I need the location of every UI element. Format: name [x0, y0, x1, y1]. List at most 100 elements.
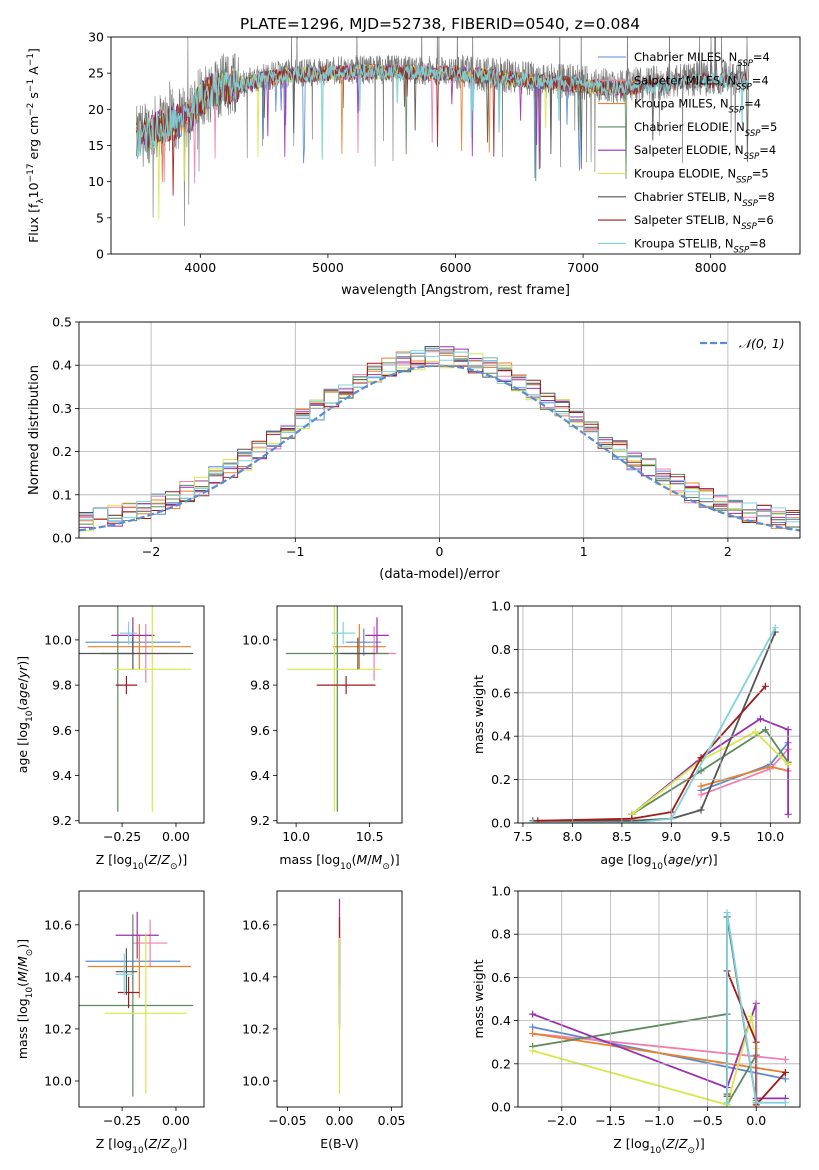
- axes-frame: [78, 890, 205, 1108]
- legend-entry-4: Chabrier ELODIE, NSSP=5: [634, 120, 777, 139]
- plot-area: [529, 624, 792, 823]
- label-part: (: [352, 852, 357, 867]
- label-part: −2: [26, 103, 36, 116]
- y-tick-label: 0.6: [491, 970, 511, 985]
- label-part: )]: [708, 852, 718, 867]
- y-tick-label: 0.5: [52, 315, 72, 330]
- legend-entry-1: Chabrier MILES, NSSP=4: [634, 50, 770, 69]
- legend-entry-2: Salpeter MILES, NSSP=4: [634, 73, 769, 92]
- x-tick-label: 0.05: [378, 1113, 406, 1128]
- axes-frame: [276, 605, 403, 824]
- gridlines: [518, 605, 800, 824]
- axes-frame: [110, 36, 801, 255]
- legend-entry-5: Salpeter ELODIE, NSSP=4: [634, 143, 776, 162]
- y-tick-label: 0.4: [52, 358, 72, 373]
- x-tick-label: −1: [286, 544, 304, 559]
- gridlines: [79, 321, 800, 539]
- y-tick-label: 0: [96, 247, 104, 262]
- weight-series-9: [723, 909, 789, 1107]
- plot-area: [285, 606, 397, 812]
- legend-label: Chabrier ELODIE, N: [634, 120, 745, 134]
- weight-marker: [747, 1012, 755, 1020]
- y-tick-label: 5: [96, 210, 104, 225]
- weight-marker: [697, 782, 705, 790]
- legend-label: Salpeter ELODIE, N: [634, 143, 744, 157]
- panel-weight-vs-age: 7.5 8.0 8.5 9.0 9.5 10.0 0.0 0.2 0.4 0.6 0.8 1.0 age…: [471, 599, 801, 872]
- y-tick-label: 10.0: [242, 632, 270, 647]
- label-part: −1: [26, 53, 36, 66]
- x-axis-label: (data-model)/error: [379, 567, 500, 582]
- x-tick-label: 4000: [184, 260, 216, 275]
- label-part: log: [631, 1136, 650, 1151]
- label-part: log: [321, 852, 340, 867]
- x-axis-label: wavelength [Angstrom, rest frame]: [341, 283, 570, 298]
- label-part: /: [157, 852, 162, 867]
- gridlines: [518, 890, 800, 1108]
- errorbar-point-8: [316, 676, 376, 695]
- label-part: log: [113, 852, 132, 867]
- weight-marker: [529, 1023, 537, 1031]
- x-axis-label: age [log10(age/yr)]: [600, 852, 717, 872]
- errorbar-point-7: [79, 637, 194, 670]
- weight-marker: [761, 726, 769, 734]
- label-part: ⊙: [170, 1146, 178, 1156]
- x-axis-label: Z [log10(Z/Z⊙)]: [96, 852, 188, 872]
- ticks: 4000 5000 6000 7000 8000 0 5 10 15 20 25 30: [88, 30, 727, 276]
- label-part: log: [113, 1136, 132, 1151]
- y-tick-label: 10.4: [242, 969, 270, 984]
- label-part: 10: [650, 1146, 662, 1156]
- y-tick-label: 9.8: [250, 678, 270, 693]
- x-tick-label: 6000: [440, 260, 472, 275]
- plot-area: [135, 37, 750, 227]
- x-tick-label: 1: [580, 544, 588, 559]
- y-tick-label: 0.0: [52, 531, 72, 546]
- label-part: )]: [15, 656, 30, 666]
- legend-entry-8: Salpeter STELIB, NSSP=6: [634, 213, 774, 232]
- legend-sub: SSP: [729, 106, 745, 116]
- weight-marker: [697, 767, 705, 775]
- weight-marker: [761, 682, 769, 690]
- x-tick-label: 7000: [567, 260, 599, 275]
- x-tick-label: 9.0: [661, 829, 681, 844]
- weight-marker: [784, 810, 792, 818]
- legend-entry-9: Kroupa STELIB, NSSP=8: [634, 236, 766, 255]
- errorbar-point-6: [287, 606, 382, 812]
- label-part: /: [15, 966, 30, 971]
- errorbar-point-3: [87, 624, 192, 670]
- errorbar-point-4: [79, 914, 194, 1097]
- label-part: (: [144, 1136, 149, 1151]
- weight-series-line: [726, 912, 786, 1104]
- x-axis-label: E(B-V): [320, 1136, 359, 1151]
- x-tick-label: 0: [436, 544, 444, 559]
- label-part: Flux [f: [26, 203, 41, 243]
- y-tick-label: 0.8: [491, 642, 511, 657]
- errorbar-point-9: [115, 953, 133, 996]
- y-tick-label: 9.2: [52, 813, 72, 828]
- label-part: )]: [177, 852, 187, 867]
- ticks: 10.0 10.5 9.2 9.4 9.6 9.8 10.0: [242, 632, 383, 844]
- label-part: M: [372, 852, 383, 867]
- y-tick-label: 10.2: [44, 1021, 72, 1036]
- x-tick-label: −1.0: [644, 1113, 674, 1128]
- label-part: ]: [26, 48, 41, 53]
- weight-marker: [529, 819, 537, 823]
- panel-mass-vs-EBV: −0.05 0.00 0.05 10.0 10.2 10.4 10.6 E(B-V): [242, 890, 406, 1151]
- label-part: /: [15, 677, 30, 682]
- weight-marker: [781, 1075, 789, 1083]
- weight-marker: [771, 624, 779, 632]
- y-tick-label: 10.6: [44, 917, 72, 932]
- weight-marker: [723, 909, 731, 917]
- y-tick-label: 30: [88, 30, 104, 45]
- errorbar-point-8: [115, 676, 138, 695]
- label-part: Z [: [96, 852, 113, 867]
- x-tick-label: 10.0: [756, 829, 784, 844]
- label-part: ⊙: [382, 862, 390, 872]
- y-tick-label: 0.4: [491, 1013, 511, 1028]
- label-part: M: [15, 956, 30, 967]
- plot-area: [79, 911, 194, 1097]
- legend-sub: SSP: [736, 82, 752, 92]
- plot-area: [79, 606, 194, 812]
- label-part: Z: [148, 1136, 158, 1151]
- errorbar-point-9: [119, 621, 138, 645]
- weight-series-4: [628, 726, 792, 818]
